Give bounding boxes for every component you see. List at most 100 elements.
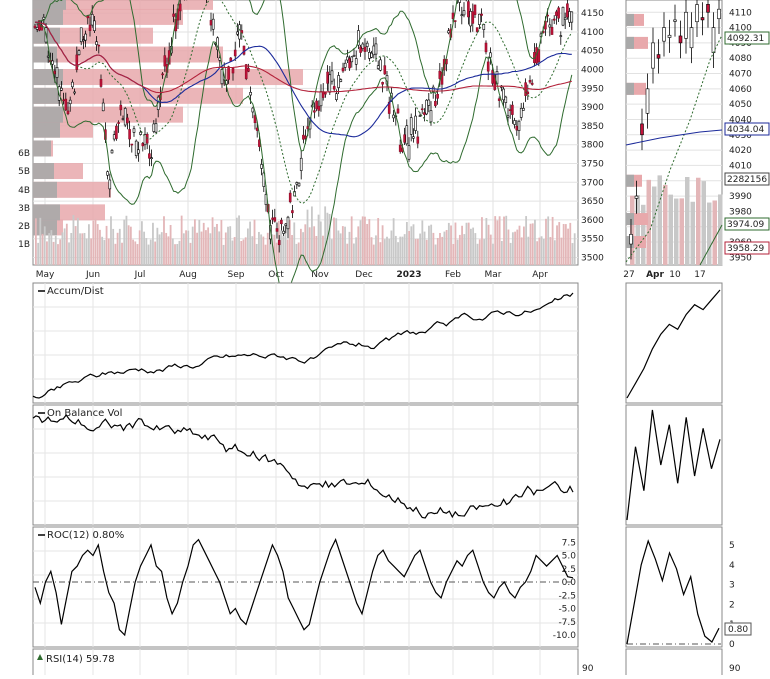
price-tick-label: 3500 — [581, 253, 604, 263]
price-tick-label: 4100 — [581, 28, 604, 38]
zoom-vbp-bar-down — [626, 36, 634, 49]
volume-bar — [74, 226, 77, 265]
volume-bar — [397, 242, 399, 265]
volume-bar — [403, 234, 406, 265]
candle-body — [489, 52, 492, 58]
candle-body — [427, 99, 431, 106]
candle-body — [150, 157, 153, 160]
price-panel: 3500 3550 3600 3650 3700 3750 3800 3850 3900 3950… — [18, 0, 604, 294]
candle-body — [260, 164, 263, 169]
candle-body — [570, 11, 574, 23]
volume-bar — [458, 234, 461, 265]
roc-zoom-tick-label: 4 — [729, 561, 735, 571]
volume-bar — [421, 220, 424, 265]
volume-bar — [472, 227, 475, 265]
volume-by-price-bar-down — [33, 163, 54, 180]
volume-bar — [379, 242, 382, 265]
volume-bar — [547, 216, 550, 265]
candle-body — [95, 41, 98, 45]
volume-bar — [79, 233, 81, 265]
volume-bar — [178, 240, 181, 265]
volume-bar — [410, 226, 413, 265]
zoom-tick-label: 4100 — [729, 24, 752, 34]
volume-bar — [443, 231, 446, 265]
volume-bar — [441, 236, 444, 265]
volume-tick-label: 6B — [18, 149, 30, 159]
zoom-candle-body — [656, 54, 661, 59]
ma200-line — [35, 21, 572, 94]
candle-body — [282, 230, 285, 234]
price-tick-label: 4000 — [581, 66, 604, 76]
volume-bar — [428, 225, 430, 265]
candle-body — [247, 68, 250, 72]
volume-bar — [269, 219, 271, 265]
candle-body — [374, 43, 378, 55]
candle-body — [372, 45, 376, 56]
volume-bar — [46, 241, 48, 265]
rsi-legend-icon — [37, 654, 43, 660]
candle-body — [315, 100, 318, 110]
zoom-candle-body — [629, 234, 633, 245]
volume-bar — [258, 231, 260, 265]
candle-body — [328, 74, 332, 93]
volume-bar — [127, 225, 130, 265]
candle-body — [231, 67, 235, 74]
volume-bar — [463, 234, 466, 265]
zoom-candle-body — [645, 88, 650, 114]
volume-by-price-bar-down — [33, 204, 60, 221]
zoom-tick-label: 4050 — [729, 100, 752, 110]
zoom-candle-body — [634, 195, 639, 199]
volume-bar — [35, 218, 37, 265]
volume-bar — [355, 237, 357, 265]
candle-body — [517, 120, 521, 131]
volume-bar — [556, 225, 558, 265]
volume-by-price-bar-down — [33, 181, 57, 198]
candle-body — [209, 20, 213, 26]
volume-bar — [136, 244, 139, 265]
candle-body — [339, 79, 343, 82]
zoom-volume-bar — [663, 184, 668, 265]
price-tag-box — [724, 122, 770, 136]
candle-body — [420, 108, 424, 111]
candle-body — [211, 18, 215, 30]
volume-bar — [330, 239, 333, 265]
volume-bar — [65, 223, 68, 265]
volume-bar — [308, 227, 311, 265]
candle-body — [82, 39, 85, 42]
volume-bar — [264, 244, 267, 265]
volume-bar — [381, 225, 384, 265]
volume-bar — [523, 226, 525, 265]
price-tick-label: 3850 — [581, 122, 604, 132]
volume-bar — [227, 226, 229, 265]
volume-bar — [187, 230, 190, 265]
volume-bar — [476, 243, 479, 265]
candle-body — [350, 56, 354, 63]
volume-bar — [138, 230, 141, 265]
zoom-candle-body — [651, 42, 655, 69]
volume-bar — [478, 239, 481, 265]
zoom-volume-bar — [696, 177, 701, 265]
zoom-tick-label: 4080 — [729, 54, 752, 64]
roc-plot-area — [32, 526, 579, 648]
month-label: Aug — [179, 270, 197, 280]
candle-body — [161, 73, 164, 76]
volume-bar — [450, 225, 452, 265]
volume-bar — [399, 236, 402, 265]
zoom-candle-body — [678, 35, 683, 44]
candle-body — [528, 80, 532, 83]
volume-bar — [498, 216, 501, 265]
volume-bar — [527, 236, 530, 265]
candle-body — [110, 149, 114, 154]
candle-body — [286, 216, 290, 230]
volume-bar — [249, 221, 251, 265]
candle-body — [326, 71, 329, 84]
month-label: Feb — [445, 270, 461, 280]
volume-bar — [465, 222, 468, 265]
roc-zoom-tick-label: 0 — [729, 640, 735, 650]
candle-body — [121, 118, 125, 120]
candle-body — [126, 117, 129, 124]
candle-body — [407, 145, 411, 160]
volume-bar — [107, 238, 110, 265]
volume-bar — [253, 219, 256, 265]
volume-bar — [242, 239, 245, 265]
